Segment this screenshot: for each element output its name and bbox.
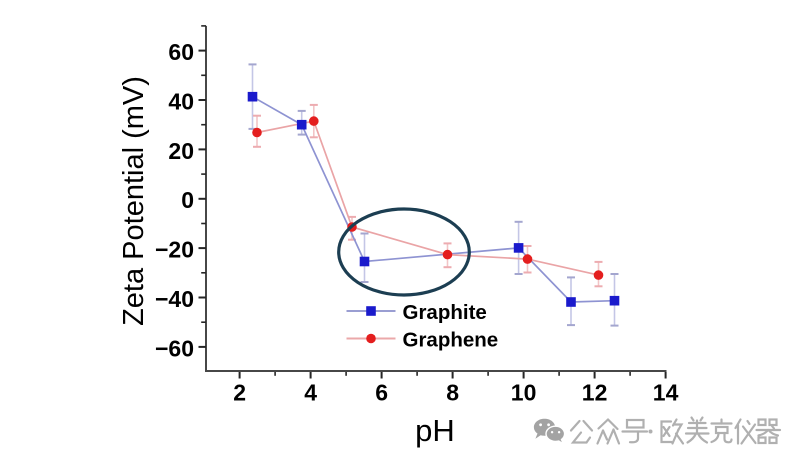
svg-text:12: 12 [582, 380, 608, 406]
svg-text:10: 10 [511, 380, 537, 406]
svg-text:60: 60 [168, 39, 194, 65]
svg-text:Graphite: Graphite [403, 301, 487, 324]
svg-text:40: 40 [168, 88, 194, 114]
svg-text:20: 20 [168, 138, 194, 164]
svg-text:pH: pH [415, 413, 455, 448]
svg-text:Zeta Potential (mV): Zeta Potential (mV) [118, 76, 150, 326]
svg-text:Graphene: Graphene [403, 328, 499, 351]
svg-text:−60: −60 [155, 335, 194, 361]
svg-text:0: 0 [181, 187, 194, 213]
svg-text:−20: −20 [155, 237, 194, 263]
svg-text:8: 8 [446, 380, 459, 406]
svg-text:14: 14 [653, 380, 679, 406]
svg-text:4: 4 [304, 380, 317, 406]
svg-text:2: 2 [233, 380, 246, 406]
svg-text:6: 6 [375, 380, 388, 406]
svg-text:−40: −40 [155, 286, 194, 312]
